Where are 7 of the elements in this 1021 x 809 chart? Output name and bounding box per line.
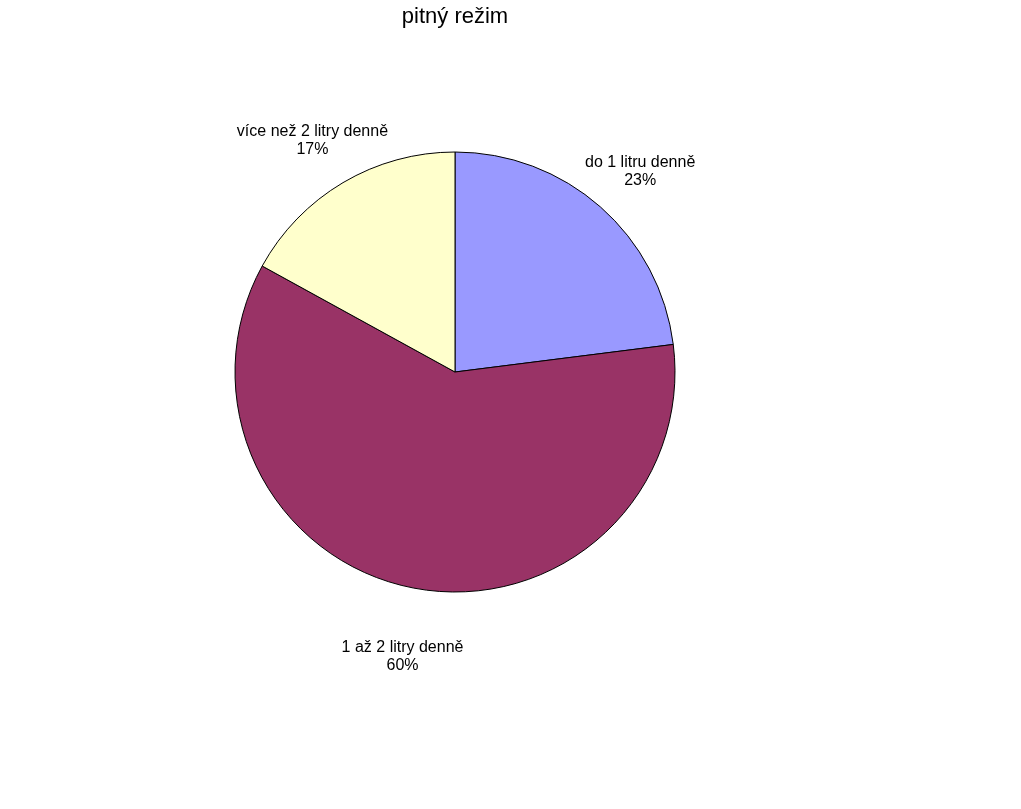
slice-label: více než 2 litry denně <box>236 121 389 139</box>
chart-title: pitný režim <box>401 3 509 28</box>
slice-label: 1 až 2 litry denně <box>341 638 464 656</box>
data-label: 17% <box>296 139 329 157</box>
data-label: 60% <box>386 656 419 674</box>
data-label: 23% <box>624 170 657 188</box>
slice-label: do 1 litru denně <box>585 152 696 170</box>
